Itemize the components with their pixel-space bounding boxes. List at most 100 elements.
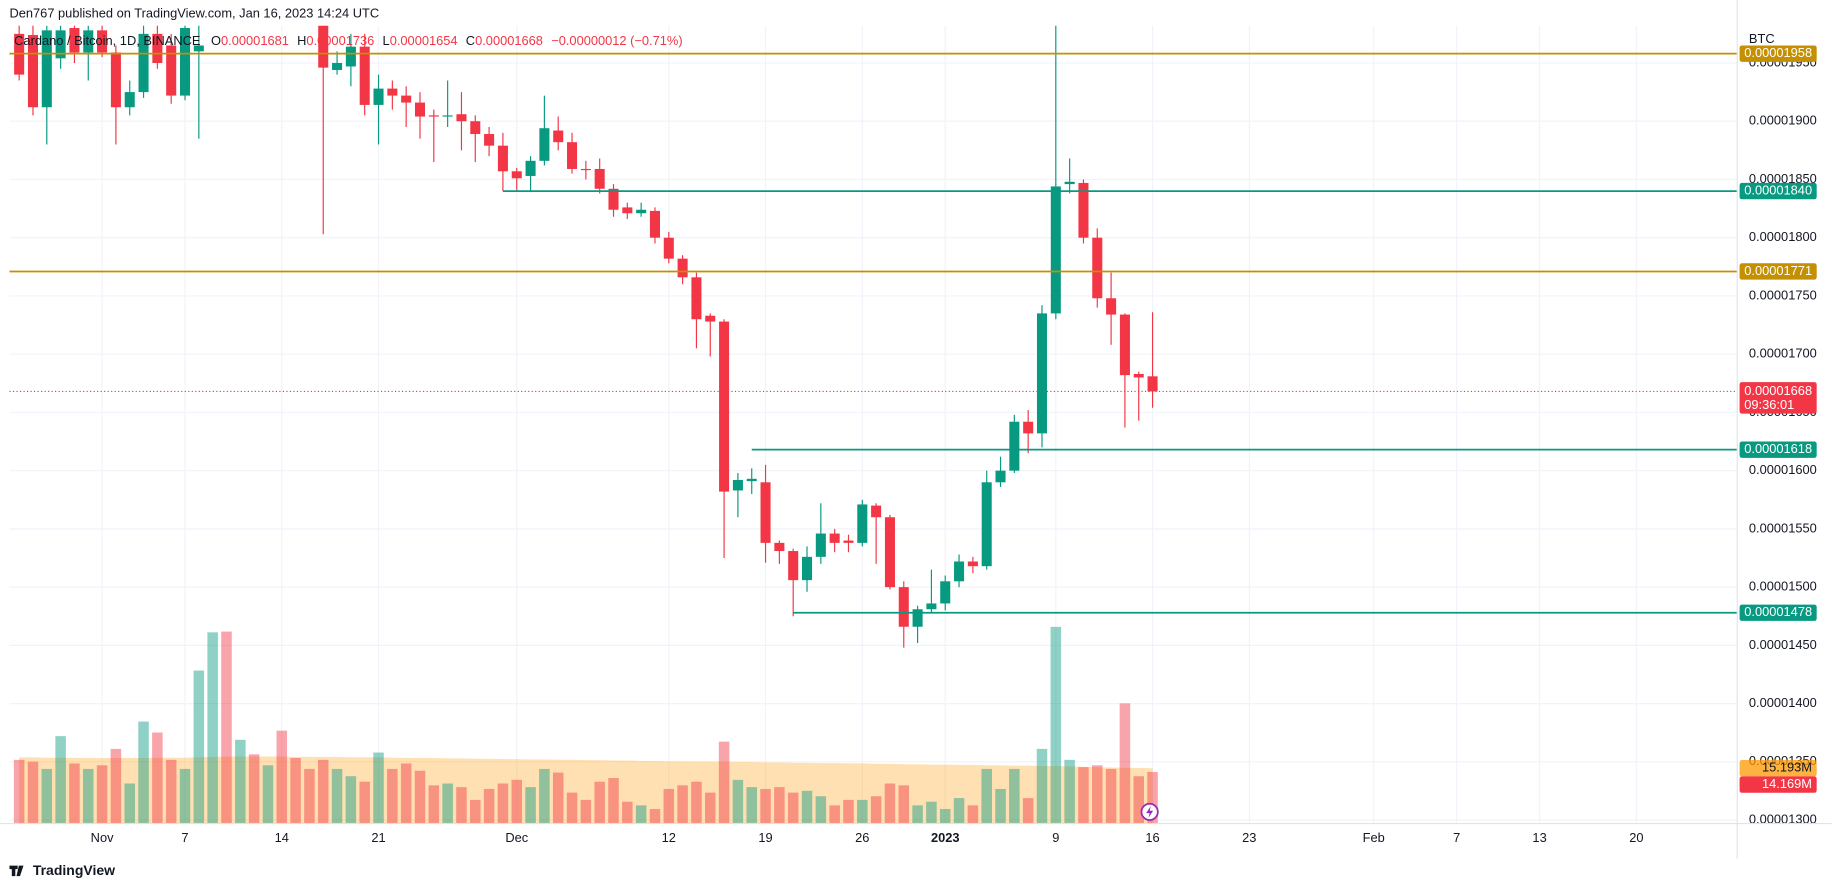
candle-body [1078,182,1089,238]
volume-layer [13,626,1158,824]
volume-box [1739,776,1817,793]
candle-body [622,207,633,214]
volume-bar [1078,767,1089,824]
volume-bar [580,799,592,824]
candle-body [954,561,965,582]
volume-bar [649,809,661,824]
volume-bar [304,768,315,824]
level-label-box [1739,182,1817,200]
volume-bar [815,796,827,824]
volume-bar [967,805,979,824]
volume-bar [898,785,910,824]
volume-bar [387,768,398,824]
candle-body [484,134,495,146]
candle-body [719,321,730,492]
volume-bar [635,805,647,824]
legend-symbol: Cardano / Bitcoin, 1D, BINANCE [14,33,201,48]
x-tick-label: 9 [1052,830,1059,845]
y-tick-label: 0.00001900 [1749,113,1817,128]
volume-bar [870,796,882,824]
volume-bar [511,779,523,824]
volume-bar [221,631,232,824]
volume-bar [96,765,108,824]
volume-bar [539,768,550,824]
legend-change: −0.00000012 (−0.71%) [551,33,682,48]
byline: Den767 published on TradingView.com, Jan… [9,5,379,20]
candle-body [41,30,52,108]
volume-bar [235,739,246,824]
volume-bar [69,763,80,824]
candle-body [788,551,799,581]
countdown: 09:36:01 [1744,397,1794,412]
volume-bar [124,783,135,824]
volume-bar [470,799,481,824]
candle-body [1036,313,1048,434]
logo-mark [9,865,24,877]
volume-bar [55,736,66,824]
volume-label: 14.169M [1762,776,1812,791]
legend-value: 0.00001681 [221,33,289,48]
level-label-box [1739,45,1817,62]
level-label: 0.00001618 [1744,441,1812,456]
candle-body [567,142,578,169]
volume-bar [525,787,536,824]
volume-bar [552,772,564,824]
x-tick-label: 2023 [931,830,960,845]
volume-bar [995,788,1006,824]
volume-bar [566,792,578,824]
volume-bar [829,805,840,824]
candle-layer [14,25,1158,648]
x-tick-label: 19 [758,830,772,845]
candle-body [345,46,356,67]
candle-body [83,30,94,53]
level-label-box [1739,263,1817,280]
y-tick-label: 0.00001800 [1749,229,1817,244]
x-tick-label: 14 [275,830,289,845]
candle-body [97,30,108,53]
candle-body [55,30,66,59]
level-label-box [1739,604,1817,621]
volume-bar [1064,759,1075,824]
candle-body [995,470,1006,483]
volume-bar [248,754,260,824]
x-tick-label: 16 [1145,830,1159,845]
candle-body [27,35,38,108]
candle-body [884,517,895,588]
volume-bar [317,759,329,824]
x-tick-label: Feb [1363,830,1385,845]
volume-bar [746,787,757,824]
last-price-box [1739,382,1817,414]
candle-body [318,25,329,68]
candle-body [69,28,80,53]
volume-bar [13,759,25,824]
candle-body [470,121,481,135]
x-tick-label: 12 [662,830,676,845]
volume-bar [939,809,951,824]
y-tick-label: 0.00001850 [1749,171,1817,186]
volume-bar [41,768,53,824]
x-tick-label: 21 [371,830,385,845]
candle-body [636,209,647,214]
level-label: 0.00001478 [1744,604,1812,619]
legend-key: C [466,33,475,48]
candle-body [332,62,343,70]
candle-body [774,542,785,552]
candle-body [732,479,743,491]
candle-body [760,482,771,543]
candle-body [829,533,840,543]
candle-body [373,88,384,105]
x-tick-label: 7 [181,830,188,845]
candle-body [179,28,191,96]
volume-bar [179,768,191,824]
volume-bar [691,781,702,824]
volume-bar [857,799,868,824]
volume-bar [1119,703,1131,824]
candle-body [110,52,121,108]
x-tick-label: 7 [1453,830,1460,845]
y-tick-label: 0.00001600 [1749,462,1817,477]
volume-bar [774,787,785,824]
volume-bar [331,768,343,824]
volume-bar [608,778,619,824]
volume-bar [1022,798,1034,824]
